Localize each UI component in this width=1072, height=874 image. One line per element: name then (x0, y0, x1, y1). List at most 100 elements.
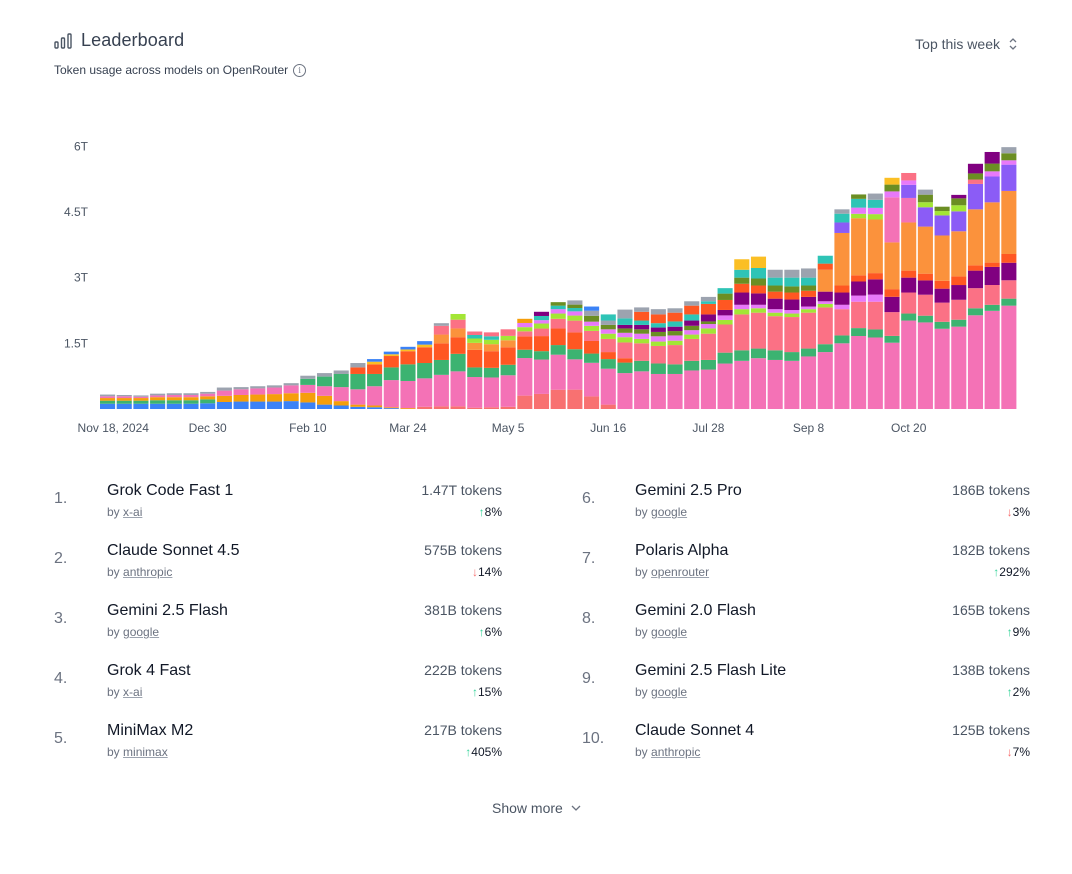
model-name[interactable]: Gemini 2.5 Flash Lite (635, 662, 787, 679)
chart-bar[interactable] (116, 394, 132, 409)
chart-bar[interactable] (634, 307, 650, 409)
chart-bar[interactable] (133, 395, 149, 409)
author-link[interactable]: x-ai (123, 505, 143, 519)
chart-bar[interactable] (300, 375, 316, 409)
leaderboard-row[interactable]: 6. Gemini 2.5 Pro by google 186B tokens ↓3% (582, 478, 1030, 538)
chart-bar[interactable] (333, 370, 349, 409)
info-icon[interactable]: i (293, 63, 307, 77)
author-link[interactable]: openrouter (651, 565, 710, 579)
chart-bar[interactable] (734, 259, 750, 409)
model-name[interactable]: Gemini 2.0 Flash (635, 602, 756, 619)
chart-bar[interactable] (517, 318, 533, 409)
model-name[interactable]: Claude Sonnet 4.5 (107, 542, 240, 559)
leaderboard-row[interactable]: 7. Polaris Alpha by openrouter 182B tokens ↑… (582, 538, 1030, 598)
leaderboard-row[interactable]: 9. Gemini 2.5 Flash Lite by google 138B tok… (582, 658, 1030, 718)
period-select[interactable]: Top this week (915, 36, 1018, 52)
chart-bar[interactable] (266, 385, 282, 409)
chart-bar[interactable] (316, 373, 333, 409)
author-link[interactable]: google (123, 625, 160, 639)
chart-bar[interactable] (550, 302, 566, 409)
chart-bar[interactable] (233, 387, 249, 409)
chart-bar[interactable] (483, 332, 499, 409)
leaderboard-row[interactable]: 10. Claude Sonnet 4 by anthropic 125B token… (582, 718, 1030, 778)
chart-bar[interactable] (450, 313, 466, 409)
chart-bar[interactable] (367, 359, 383, 409)
show-more-button[interactable]: Show more (492, 800, 581, 816)
author-link[interactable]: anthropic (123, 565, 173, 579)
chart-bar[interactable] (100, 394, 116, 409)
bar-segment (801, 296, 817, 307)
chart-bar[interactable] (183, 393, 199, 409)
model-name[interactable]: Grok Code Fast 1 (107, 482, 234, 499)
author-link[interactable]: google (651, 625, 688, 639)
model-name[interactable]: Grok 4 Fast (107, 662, 191, 679)
chart-bar[interactable] (200, 391, 216, 409)
chart-bar[interactable] (717, 288, 733, 409)
chart-bar[interactable] (934, 206, 950, 409)
leaderboard-row[interactable]: 2. Claude Sonnet 4.5 by anthropic 575B toke… (54, 538, 502, 598)
model-name[interactable]: Gemini 2.5 Flash (107, 602, 228, 619)
model-author: by google (635, 685, 687, 699)
chart-bar[interactable] (667, 308, 683, 409)
bar-segment (1001, 298, 1017, 306)
chart-bar[interactable] (283, 383, 299, 409)
author-link[interactable]: google (651, 505, 688, 519)
chart-bar[interactable] (383, 351, 399, 409)
chart-bar[interactable] (617, 309, 633, 409)
chart-bar[interactable] (150, 393, 166, 409)
chart-bar[interactable] (350, 363, 366, 409)
leaderboard-row[interactable]: 5. MiniMax M2 by minimax 217B tokens ↑405% (54, 718, 502, 778)
model-name[interactable]: Gemini 2.5 Pro (635, 482, 742, 499)
chart-bar[interactable] (801, 268, 817, 409)
change-value: 9% (1012, 625, 1030, 639)
bar-segment (400, 351, 416, 365)
chart-bar[interactable] (500, 329, 516, 409)
chart-bar[interactable] (533, 311, 550, 409)
author-link[interactable]: anthropic (651, 745, 701, 759)
author-link[interactable]: google (651, 685, 688, 699)
chart-bar[interactable] (600, 314, 616, 409)
chart-bar[interactable] (901, 172, 917, 409)
chart-bar[interactable] (784, 269, 800, 409)
chart-bar[interactable] (650, 309, 666, 409)
chart-bar[interactable] (817, 255, 833, 409)
bar-segment (984, 151, 1000, 164)
model-name[interactable]: Polaris Alpha (635, 542, 729, 559)
chart-bar[interactable] (433, 323, 449, 409)
chart-bar[interactable] (951, 194, 967, 409)
chart-bar[interactable] (967, 163, 984, 409)
chart-bar[interactable] (417, 341, 433, 409)
bar-segment (1001, 262, 1017, 281)
bar-segment (901, 270, 917, 278)
leaderboard-row[interactable]: 4. Grok 4 Fast by x-ai 222B tokens ↑15% (54, 658, 502, 718)
author-link[interactable]: x-ai (123, 685, 143, 699)
chart-bar[interactable] (984, 151, 1000, 409)
leaderboard-row[interactable]: 8. Gemini 2.0 Flash by google 165B tokens ↑9… (582, 598, 1030, 658)
chart-bar[interactable] (467, 331, 483, 410)
model-name[interactable]: MiniMax M2 (107, 722, 194, 739)
chart-bar[interactable] (851, 194, 867, 409)
chart-bar[interactable] (917, 189, 933, 409)
bar-segment (400, 349, 416, 352)
chart-bar[interactable] (584, 306, 600, 409)
chart-bar[interactable] (250, 386, 266, 409)
chart-bar[interactable] (216, 387, 232, 409)
chart-bar[interactable] (750, 256, 767, 409)
chart-bar[interactable] (884, 177, 900, 409)
model-name[interactable]: Claude Sonnet 4 (635, 722, 755, 739)
leaderboard-row[interactable]: 1. Grok Code Fast 1 by x-ai 1.47T tokens ↑8% (54, 478, 502, 538)
bar-segment (734, 304, 750, 310)
chart-bar[interactable] (700, 296, 716, 409)
chart-bar[interactable] (684, 301, 700, 409)
leaderboard-row[interactable]: 3. Gemini 2.5 Flash by google 381B tokens ↑6… (54, 598, 502, 658)
author-link[interactable]: minimax (123, 745, 168, 759)
chart-bar[interactable] (867, 193, 883, 409)
bar-segment (684, 325, 700, 331)
chart-bar[interactable] (400, 346, 416, 409)
chart-bar[interactable] (1001, 147, 1017, 409)
chart-bar[interactable] (166, 393, 182, 409)
chart-bar[interactable] (567, 300, 583, 409)
chart-bar[interactable] (767, 269, 783, 409)
chart-bar[interactable] (834, 209, 850, 409)
bar-segment (951, 205, 967, 212)
